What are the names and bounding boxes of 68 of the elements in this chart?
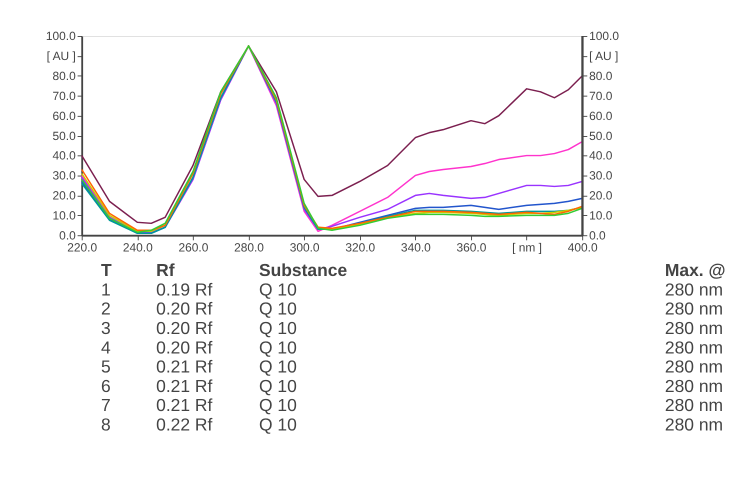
text: Substance bbox=[258, 260, 348, 280]
x-tick-label: [ nm ] bbox=[512, 240, 542, 254]
y-tick-label: 40.0 bbox=[52, 148, 76, 163]
y2-tick-label: 40.0 bbox=[589, 148, 613, 163]
x-tick-label: 320.0 bbox=[345, 240, 376, 254]
y-tick-label: 60.0 bbox=[52, 108, 76, 123]
text: 0.22 Rf bbox=[156, 414, 212, 434]
y-tick-label: 100.0 bbox=[46, 29, 76, 44]
text: Q 10 bbox=[258, 395, 298, 416]
y-tick-label: 10.0 bbox=[52, 208, 76, 222]
text: 0.19 Rf bbox=[156, 279, 212, 300]
text: 1 bbox=[101, 279, 111, 300]
text: Q 10 bbox=[258, 318, 298, 338]
text: 0.20 Rf bbox=[156, 298, 212, 319]
y-tick-label: [ AU ] bbox=[46, 49, 76, 64]
y2-tick-label: 60.0 bbox=[589, 108, 613, 123]
y-tick-label: 0.0 bbox=[59, 228, 76, 242]
text: 280 nm bbox=[664, 279, 724, 300]
text: Q 10 bbox=[258, 414, 298, 434]
text: 280 nm bbox=[664, 318, 724, 338]
y2-tick-label: 80.0 bbox=[589, 68, 613, 83]
text: 280 nm bbox=[664, 395, 724, 416]
text: 0.21 Rf bbox=[156, 356, 212, 377]
text: 0.20 Rf bbox=[156, 337, 212, 358]
x-tick-label: 400.0 bbox=[568, 240, 598, 254]
y2-tick-label: 70.0 bbox=[589, 88, 613, 103]
text: Rf bbox=[156, 260, 175, 280]
text: Q 10 bbox=[258, 337, 298, 358]
text: 280 nm bbox=[664, 356, 724, 377]
y2-tick-label: 10.0 bbox=[589, 208, 613, 222]
text: 280 nm bbox=[664, 337, 724, 358]
text: 280 nm bbox=[664, 298, 724, 319]
y2-tick-label: 30.0 bbox=[589, 168, 613, 183]
text: 0.20 Rf bbox=[156, 318, 212, 338]
y-tick-label: 80.0 bbox=[52, 68, 76, 83]
y-tick-label: 70.0 bbox=[52, 88, 76, 103]
text: 8 bbox=[101, 414, 111, 434]
text: 280 nm bbox=[664, 376, 724, 396]
text: T bbox=[101, 260, 112, 280]
y-tick-label: 30.0 bbox=[52, 168, 76, 183]
text: 3 bbox=[101, 318, 111, 338]
x-tick-label: 240.0 bbox=[122, 240, 154, 254]
text: 4 bbox=[101, 337, 112, 358]
text: 6 bbox=[101, 376, 111, 396]
text: 7 bbox=[101, 395, 111, 416]
text: Max. @ bbox=[664, 260, 726, 280]
x-tick-label: 260.0 bbox=[178, 240, 209, 254]
x-tick-label: 360.0 bbox=[456, 240, 487, 254]
text: 0.21 Rf bbox=[156, 376, 212, 396]
y2-tick-label: 20.0 bbox=[589, 188, 613, 203]
text: 5 bbox=[101, 356, 111, 377]
x-tick-label: 220.0 bbox=[67, 240, 98, 254]
y2-tick-label: [ AU ] bbox=[589, 49, 618, 64]
text: Q 10 bbox=[258, 356, 298, 377]
text: 0.21 Rf bbox=[156, 395, 212, 416]
y2-tick-label: 50.0 bbox=[589, 128, 613, 143]
x-tick-label: 280.0 bbox=[234, 240, 264, 254]
text: 280 nm bbox=[664, 414, 724, 434]
x-tick-label: 300.0 bbox=[290, 240, 320, 254]
text: Q 10 bbox=[258, 376, 298, 396]
y2-tick-label: 100.0 bbox=[589, 29, 620, 44]
y2-tick-label: 0.0 bbox=[589, 228, 606, 242]
text: 2 bbox=[101, 298, 111, 319]
x-tick-label: 340.0 bbox=[400, 240, 432, 254]
y-tick-label: 50.0 bbox=[52, 128, 76, 143]
text: Q 10 bbox=[258, 298, 298, 319]
y-tick-label: 20.0 bbox=[52, 188, 76, 203]
text: Q 10 bbox=[258, 279, 298, 300]
